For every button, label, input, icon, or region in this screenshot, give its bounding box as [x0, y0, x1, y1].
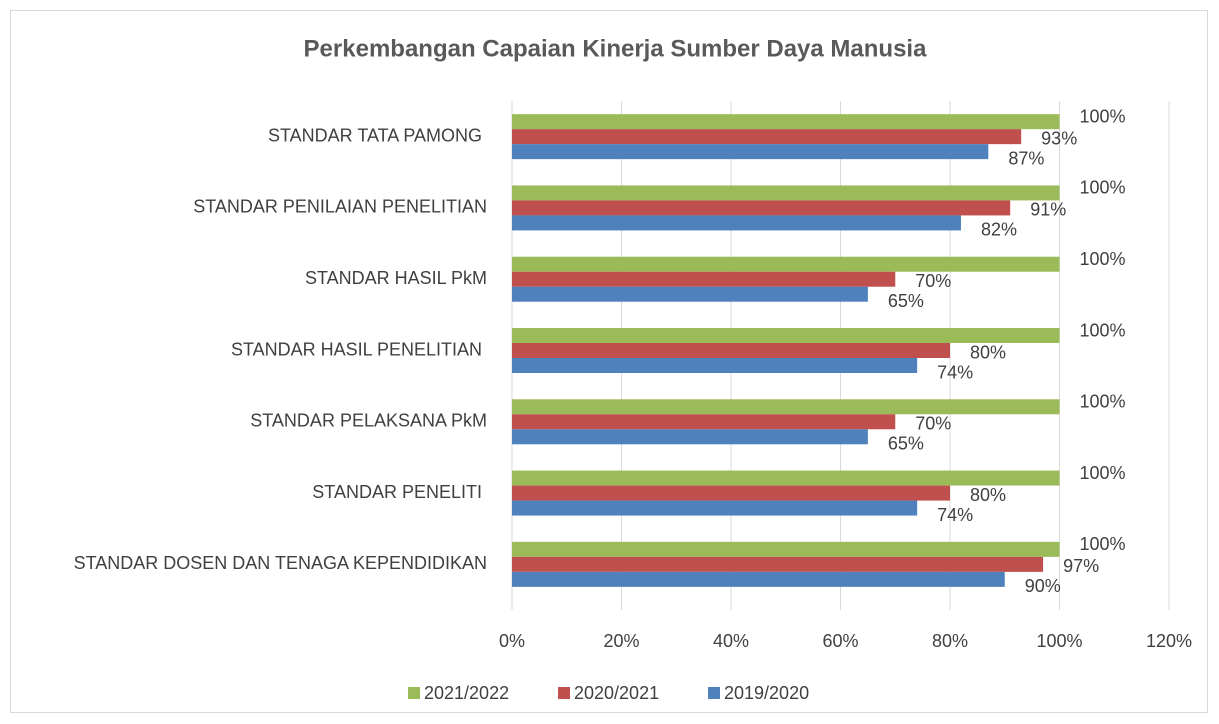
legend-label: 2019/2020 [724, 683, 809, 703]
y-tick-label: STANDAR PENILAIAN PENELITIAN [193, 197, 487, 217]
bar [512, 328, 1060, 343]
bar [512, 343, 950, 358]
data-label: 100% [1080, 463, 1126, 483]
data-label: 65% [888, 434, 924, 454]
data-label: 82% [981, 220, 1017, 240]
bar [512, 485, 950, 501]
data-label: 74% [937, 505, 973, 525]
y-tick-label: STANDAR HASIL PkM [305, 268, 487, 288]
x-tick-label: 60% [822, 631, 858, 651]
data-label: 91% [1030, 200, 1066, 220]
bar [512, 556, 1044, 572]
y-tick-label: STANDAR HASIL PENELITIAN [231, 339, 487, 359]
data-label: 70% [915, 271, 951, 291]
bar [512, 399, 1060, 415]
data-label: 87% [1008, 148, 1044, 168]
data-label: 80% [970, 485, 1006, 505]
bar [512, 571, 1005, 587]
bar [512, 541, 1060, 557]
x-tick-label: 20% [603, 631, 639, 651]
bar [512, 185, 1060, 201]
bar [512, 286, 868, 302]
legend-swatch [408, 687, 420, 699]
bar [512, 256, 1060, 272]
bar [512, 414, 896, 430]
bar [512, 271, 896, 287]
data-label: 65% [888, 291, 924, 311]
data-label: 80% [970, 342, 1006, 362]
y-tick-label: STANDAR DOSEN DAN TENAGA KEPENDIDIKAN [74, 553, 487, 573]
legend-swatch [558, 687, 570, 699]
bar [512, 215, 961, 231]
x-tick-label: 0% [499, 631, 525, 651]
bar [512, 358, 918, 373]
data-label: 93% [1041, 128, 1077, 148]
bar [512, 429, 868, 445]
chart-title: Perkembangan Capaian Kinerja Sumber Daya… [304, 35, 928, 62]
bar [512, 470, 1060, 486]
data-label: 100% [1080, 249, 1126, 269]
data-label: 74% [937, 362, 973, 382]
legend-swatch [708, 687, 720, 699]
bar [512, 200, 1011, 216]
bar [512, 129, 1022, 145]
data-label: 97% [1063, 556, 1099, 576]
x-tick-label: 80% [932, 631, 968, 651]
y-tick-label: STANDAR TATA PAMONG [268, 125, 487, 145]
bar [512, 114, 1060, 130]
legend-label: 2020/2021 [574, 683, 659, 703]
data-label: 100% [1080, 178, 1126, 198]
legend-label: 2021/2022 [424, 683, 509, 703]
y-tick-label: STANDAR PELAKSANA PkM [250, 411, 487, 431]
data-label: 100% [1080, 534, 1126, 554]
bar [512, 500, 918, 516]
y-tick-label: STANDAR PENELITI [312, 482, 487, 502]
x-tick-label: 40% [713, 631, 749, 651]
data-label: 100% [1080, 392, 1126, 412]
x-tick-label: 120% [1146, 631, 1192, 651]
data-label: 100% [1080, 106, 1126, 126]
data-label: 70% [915, 414, 951, 434]
bar [512, 144, 989, 160]
x-tick-label: 100% [1036, 631, 1082, 651]
data-label: 90% [1025, 576, 1061, 596]
data-label: 100% [1080, 320, 1126, 340]
